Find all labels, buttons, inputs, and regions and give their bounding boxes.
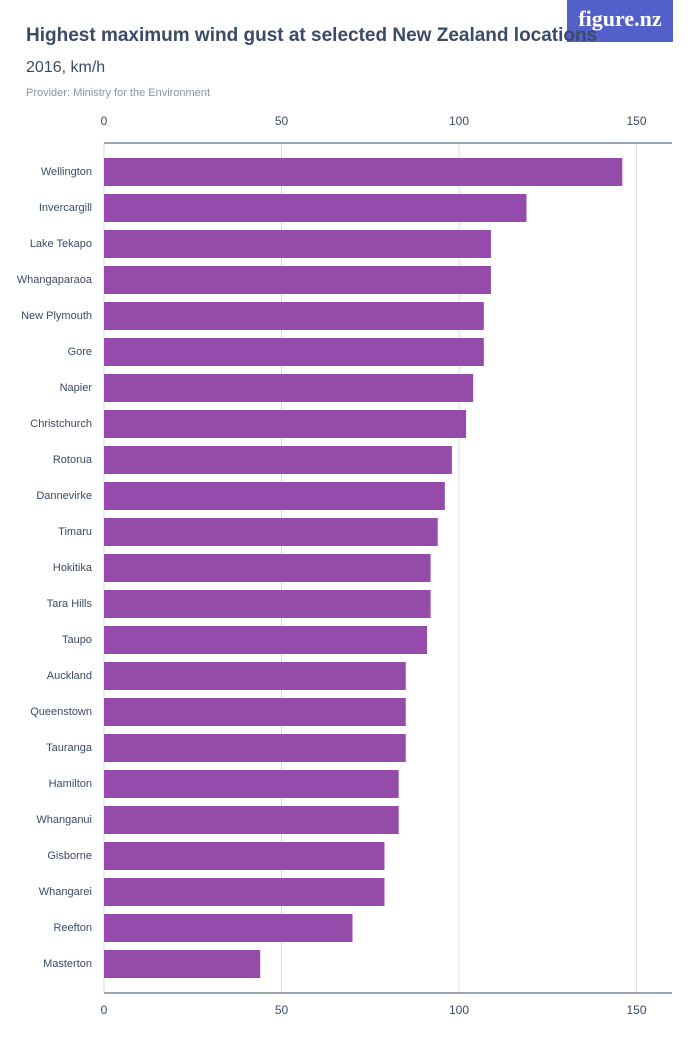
y-tick-label: Rotorua [53,454,93,466]
y-tick-label: Reefton [53,922,92,934]
y-tick-label: Gisborne [47,850,92,862]
x-tick-label: 150 [626,1003,646,1017]
bar [104,374,474,402]
bar [104,914,353,942]
y-tick-label: Auckland [47,670,92,682]
y-tick-label: Tauranga [46,742,93,754]
bar [104,662,406,690]
x-tick-label: 0 [101,1003,108,1017]
y-tick-label: Queenstown [30,706,92,718]
x-tick-label: 50 [275,114,289,128]
bar [104,158,623,186]
y-tick-label: Tara Hills [47,598,93,610]
y-tick-label: Whangarei [39,886,92,898]
y-tick-label: Timaru [58,526,92,538]
y-tick-label: Wellington [41,166,92,178]
logo: figure.nz [578,6,662,31]
chart-subtitle: 2016, km/h [26,59,105,76]
y-tick-label: Christchurch [30,418,92,430]
y-tick-label: Dannevirke [36,490,92,502]
provider: Provider: Ministry for the Environment [26,87,210,99]
bar [104,698,406,726]
y-tick-label: Invercargill [39,202,92,214]
bar [104,482,445,510]
bar [104,266,491,294]
bar [104,734,406,762]
bar [104,950,261,978]
y-tick-label: Whanganui [36,814,92,826]
bar [104,806,399,834]
bar [104,410,467,438]
y-tick-label: Hokitika [53,562,93,574]
bar [104,626,428,654]
x-tick-label: 50 [275,1003,289,1017]
y-tick-label: Hamilton [49,778,92,790]
bar [104,338,484,366]
y-tick-label: Whangaparaoa [17,274,93,286]
bar [104,518,438,546]
y-tick-label: Gore [68,346,92,358]
bar [104,446,452,474]
logo-box [567,0,673,42]
bar [104,770,399,798]
y-tick-label: Taupo [62,634,92,646]
y-tick-label: Napier [60,382,93,394]
bar [104,230,491,258]
bar [104,302,484,330]
bar [104,194,527,222]
y-tick-label: Lake Tekapo [30,238,92,250]
x-tick-label: 100 [449,1003,469,1017]
x-tick-label: 0 [101,114,108,128]
chart-title: Highest maximum wind gust at selected Ne… [26,25,597,46]
y-tick-label: New Plymouth [21,310,92,322]
x-tick-label: 100 [449,114,469,128]
y-tick-label: Masterton [43,958,92,970]
bar [104,842,385,870]
x-tick-label: 150 [626,114,646,128]
bar [104,554,431,582]
bar [104,878,385,906]
bar [104,590,431,618]
